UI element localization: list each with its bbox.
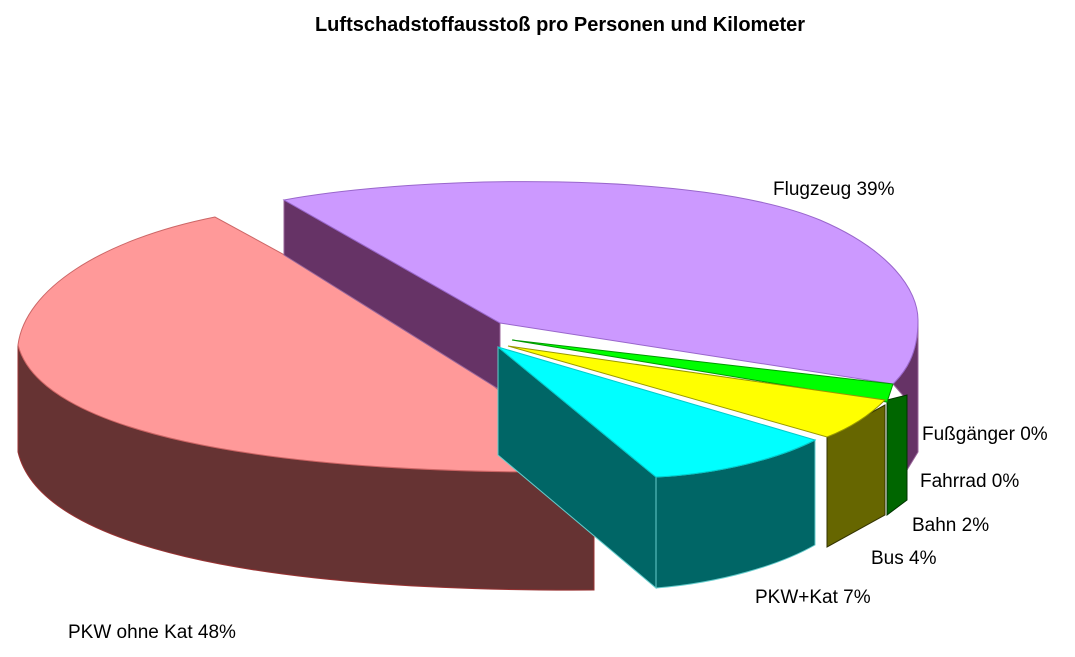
slice-top-pkw-kat <box>497 346 817 478</box>
chart-title: Luftschadstoffausstoß pro Personen und K… <box>314 14 806 36</box>
slice-top-bus <box>507 345 887 438</box>
slice-top-pkw-ohne-kat <box>17 216 596 473</box>
slice-top-bahn <box>511 339 894 403</box>
slice-pkw-kat <box>497 345 817 590</box>
slice-bus <box>507 345 887 548</box>
label-pkw-ohne-kat: PKW ohne Kat 48% <box>68 622 236 643</box>
slice-fussgaenger-fahrrad-bahn <box>511 339 908 516</box>
slice-top-flugzeug <box>282 181 919 385</box>
label-bahn: Bahn 2% <box>912 515 989 536</box>
slice-side-bahn <box>886 394 908 516</box>
label-bus: Bus 4% <box>871 548 937 569</box>
slice-flugzeug <box>282 181 919 472</box>
label-fahrrad: Fahrrad 0% <box>920 471 1019 492</box>
slice-pkw-ohne-kat <box>17 216 596 591</box>
label-fussgaenger: Fußgänger 0% <box>922 424 1048 445</box>
label-pkw-kat: PKW+Kat 7% <box>755 587 871 608</box>
label-flugzeug: Flugzeug 39% <box>773 179 895 200</box>
